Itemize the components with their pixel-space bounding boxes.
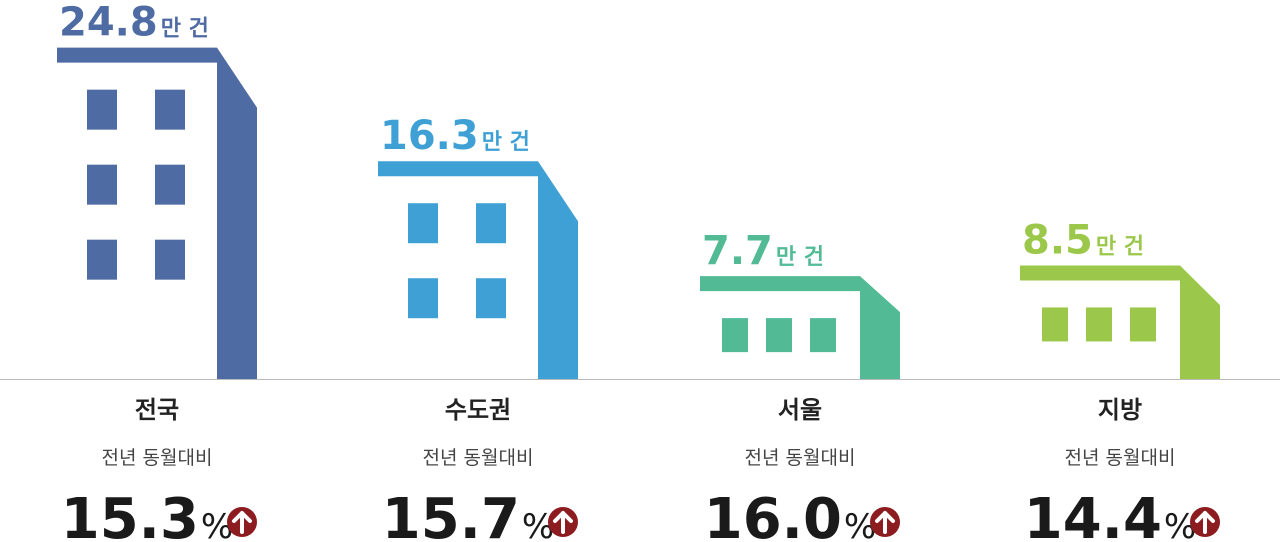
- up-arrow-glyph: [553, 511, 573, 534]
- window: [476, 203, 506, 244]
- value-label: 7.7 만 건: [702, 228, 824, 274]
- building: [57, 47, 257, 380]
- value-number: 16.3: [380, 113, 479, 159]
- value-unit: 만 건: [161, 17, 209, 42]
- category-label: 수도권: [445, 396, 511, 424]
- window: [155, 239, 185, 280]
- up-arrow-glyph: [232, 511, 252, 534]
- window: [408, 278, 438, 319]
- window: [87, 239, 117, 280]
- category-label: 지방: [1098, 396, 1142, 424]
- window: [87, 89, 117, 130]
- value-unit: 만 건: [776, 245, 824, 270]
- building-body: [1020, 265, 1220, 379]
- window: [722, 318, 748, 353]
- value-unit: 만 건: [482, 130, 530, 155]
- value-number: 24.8: [59, 0, 158, 46]
- value-label: 8.5 만 건: [1022, 217, 1144, 263]
- value-unit: 만 건: [1096, 234, 1144, 259]
- category-label: 전국: [135, 396, 179, 424]
- change-number: 15.7: [382, 487, 520, 542]
- window: [408, 203, 438, 244]
- change-number: 15.3: [61, 487, 199, 542]
- change-caption: 전년 동월대비: [1065, 447, 1176, 469]
- change-number: 14.4: [1024, 487, 1162, 542]
- up-arrow-glyph: [875, 511, 895, 534]
- building: [1020, 265, 1220, 379]
- change-value: 14.4%: [1024, 487, 1196, 542]
- building-body: [57, 47, 257, 380]
- up-arrow-glyph: [1195, 511, 1215, 534]
- category-label: 서울: [778, 396, 822, 424]
- change-value: 15.7%: [382, 487, 554, 542]
- window: [155, 164, 185, 205]
- value-number: 7.7: [702, 228, 773, 274]
- window: [1130, 307, 1156, 342]
- window: [810, 318, 836, 353]
- building: [378, 161, 578, 379]
- window: [87, 164, 117, 205]
- window: [1042, 307, 1068, 342]
- window: [476, 278, 506, 319]
- building-body: [700, 276, 900, 379]
- change-value: 16.0%: [704, 487, 876, 542]
- value-label: 24.8 만 건: [59, 0, 209, 46]
- window: [766, 318, 792, 353]
- value-label: 16.3 만 건: [380, 113, 530, 159]
- change-caption: 전년 동월대비: [423, 447, 534, 469]
- value-number: 8.5: [1022, 217, 1093, 263]
- window: [1086, 307, 1112, 342]
- change-caption: 전년 동월대비: [102, 447, 213, 469]
- building-body: [378, 161, 578, 379]
- window: [155, 89, 185, 130]
- change-caption: 전년 동월대비: [745, 447, 856, 469]
- change-number: 16.0: [704, 487, 842, 542]
- building: [700, 276, 900, 379]
- change-value: 15.3%: [61, 487, 233, 542]
